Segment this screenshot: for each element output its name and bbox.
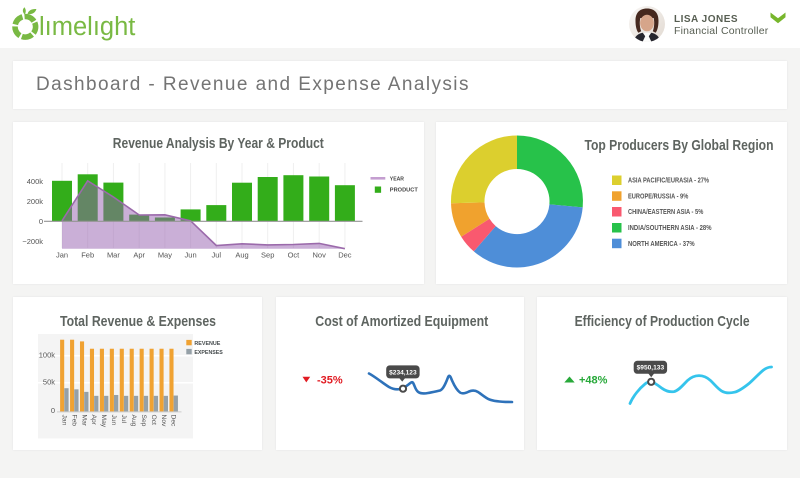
svg-text:Mar: Mar (107, 250, 120, 259)
svg-text:Mar: Mar (80, 415, 87, 427)
svg-text:CHINA/EASTERN ASIA - 5%: CHINA/EASTERN ASIA - 5% (628, 209, 704, 216)
svg-text:NORTH AMERICA - 37%: NORTH AMERICA - 37% (628, 241, 695, 248)
svg-text:-35%: -35% (317, 375, 343, 387)
svg-text:Dec: Dec (170, 415, 177, 428)
svg-text:INDIA/SOUTHERN ASIA - 28%: INDIA/SOUTHERN ASIA - 28% (628, 225, 712, 232)
svg-text:0: 0 (39, 217, 43, 226)
svg-text:50k: 50k (43, 378, 55, 387)
svg-text:Cost of Amortized Equipment: Cost of Amortized Equipment (315, 313, 488, 330)
svg-text:Revenue Analysis By Year & Pro: Revenue Analysis By Year & Product (113, 135, 324, 152)
svg-text:YEAR: YEAR (390, 177, 404, 183)
svg-text:+48%: +48% (579, 375, 608, 387)
svg-text:Jun: Jun (185, 250, 197, 259)
svg-text:Apr: Apr (133, 250, 145, 259)
svg-text:100k: 100k (39, 351, 56, 360)
svg-text:Jan: Jan (60, 415, 67, 426)
svg-text:EUROPE/RUSSIA - 9%: EUROPE/RUSSIA - 9% (628, 194, 689, 201)
svg-text:Oct: Oct (150, 415, 157, 426)
svg-text:Aug: Aug (130, 415, 137, 427)
svg-text:Dec: Dec (338, 250, 352, 259)
svg-text:EXPENSES: EXPENSES (194, 350, 223, 356)
svg-text:Sep: Sep (261, 250, 274, 259)
svg-text:$950,133: $950,133 (637, 365, 665, 372)
svg-text:Feb: Feb (81, 250, 94, 259)
svg-text:REVENUE: REVENUE (194, 341, 220, 347)
svg-text:200k: 200k (27, 197, 44, 206)
svg-text:May: May (100, 415, 107, 428)
svg-text:Nov: Nov (313, 250, 327, 259)
svg-text:Nov: Nov (160, 415, 167, 428)
svg-text:lımelıght: lımelıght (39, 13, 135, 41)
svg-text:Sep: Sep (140, 415, 147, 427)
svg-text:Oct: Oct (288, 250, 301, 259)
svg-text:Efficiency of Production Cycle: Efficiency of Production Cycle (575, 313, 750, 330)
svg-text:Top Producers By Global Region: Top Producers By Global Region (585, 137, 774, 154)
svg-text:$234,123: $234,123 (389, 369, 417, 376)
svg-text:Feb: Feb (70, 415, 77, 427)
svg-text:ASIA PACIFIC/EURASIA - 27%: ASIA PACIFIC/EURASIA - 27% (628, 178, 710, 185)
svg-text:Aug: Aug (235, 250, 248, 259)
svg-text:Jun: Jun (110, 415, 117, 426)
svg-text:Total Revenue & Expenses: Total Revenue & Expenses (60, 313, 216, 330)
svg-text:400k: 400k (27, 177, 44, 186)
svg-text:Jan: Jan (56, 250, 68, 259)
svg-text:Jul: Jul (212, 250, 222, 259)
svg-text:0: 0 (51, 406, 55, 415)
svg-text:−200k: −200k (22, 237, 43, 246)
svg-text:May: May (158, 250, 172, 259)
svg-text:Jul: Jul (120, 415, 127, 424)
svg-text:PRODUCT: PRODUCT (390, 188, 419, 194)
svg-text:Apr: Apr (90, 415, 97, 426)
